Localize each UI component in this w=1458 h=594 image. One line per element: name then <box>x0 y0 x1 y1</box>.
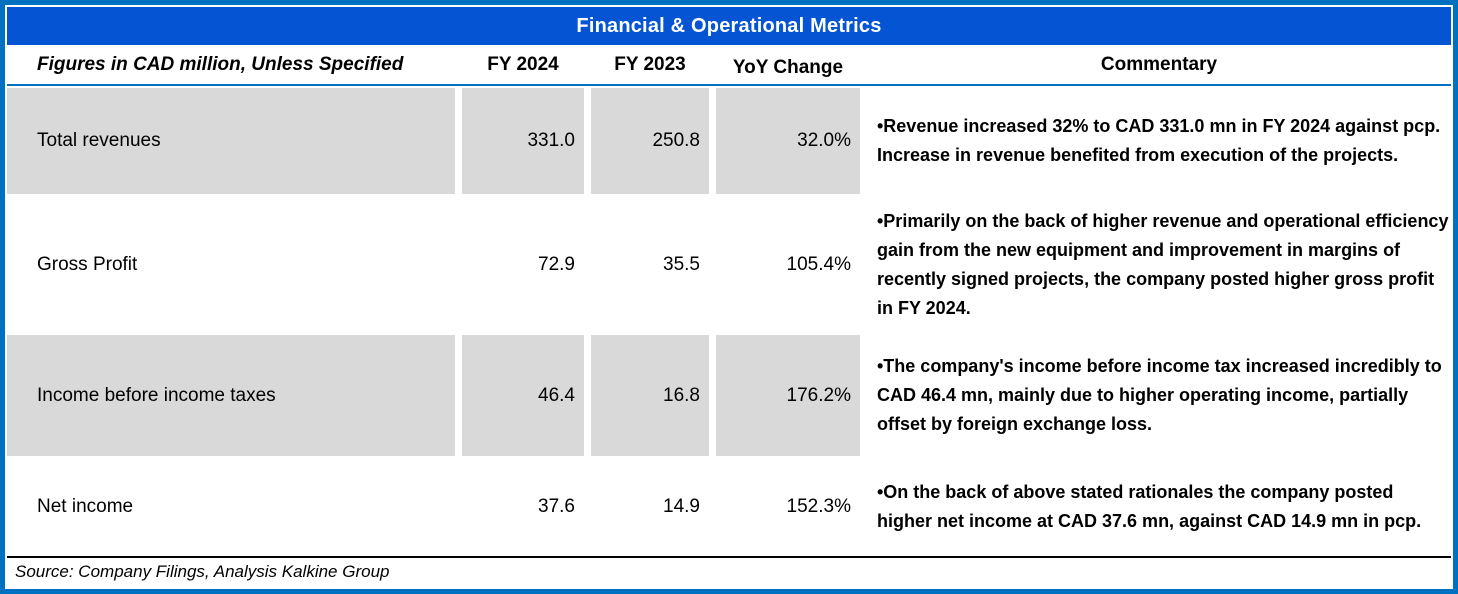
commentary-text: •Primarily on the back of higher revenue… <box>877 210 1449 318</box>
fy2024-value: 72.9 <box>538 253 575 275</box>
metric-label: Net income <box>37 496 134 517</box>
table-title: Financial & Operational Metrics <box>576 14 882 37</box>
table-row-total-revenues: Total revenues 331.0 250.8 32.0% •Revenu… <box>7 86 1451 196</box>
table-row-net-income: Net income 37.6 14.9 152.3% •On the back… <box>7 458 1451 556</box>
table-header-row: Figures in CAD million, Unless Specified… <box>7 45 1451 86</box>
header-fy2024: FY 2024 <box>487 53 559 75</box>
header-commentary: Commentary <box>1100 53 1218 75</box>
metric-label: Gross Profit <box>37 253 138 275</box>
fy2024-value: 46.4 <box>462 333 584 458</box>
header-yoy-change: YoY Change <box>732 57 844 78</box>
fy2024-value: 37.6 <box>538 496 575 517</box>
fy2023-value: 35.5 <box>663 253 700 275</box>
table-row-gross-profit: Gross Profit 72.9 35.5 105.4% •Primarily… <box>7 196 1451 333</box>
metric-label: Total revenues <box>7 86 455 196</box>
source-footer: Source: Company Filings, Analysis Kalkin… <box>7 556 1451 585</box>
fy2023-value: 14.9 <box>663 496 700 517</box>
header-fy2023: FY 2023 <box>614 53 686 75</box>
header-figures-label: Figures in CAD million, Unless Specified <box>37 53 404 75</box>
table-title-bar: Financial & Operational Metrics <box>7 7 1451 45</box>
commentary-text: •Revenue increased 32% to CAD 331.0 mn i… <box>877 116 1441 165</box>
source-note: Source: Company Filings, Analysis Kalkin… <box>15 561 390 581</box>
commentary-text: •On the back of above stated rationales … <box>877 482 1422 531</box>
metric-label: Income before income taxes <box>7 333 455 458</box>
fy2023-value: 250.8 <box>591 86 709 196</box>
yoy-value: 105.4% <box>786 253 851 275</box>
yoy-value: 176.2% <box>716 333 860 458</box>
fy2024-value: 331.0 <box>462 86 584 196</box>
yoy-value: 32.0% <box>716 86 860 196</box>
commentary-text: •The company's income before income tax … <box>877 356 1442 434</box>
table-row-income-before-taxes: Income before income taxes 46.4 16.8 176… <box>7 333 1451 458</box>
fy2023-value: 16.8 <box>591 333 709 458</box>
yoy-value: 152.3% <box>786 496 851 517</box>
